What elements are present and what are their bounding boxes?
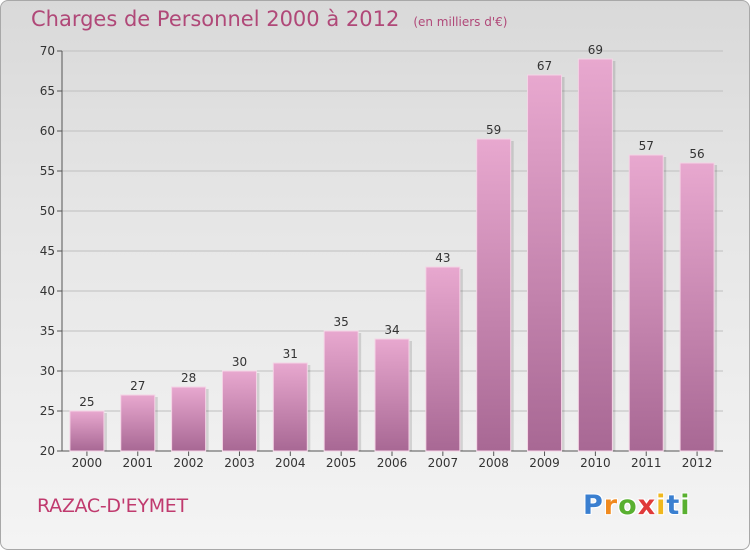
y-tick-label: 65 (40, 84, 55, 98)
x-tick-label: 2011 (631, 456, 662, 470)
value-label: 25 (79, 395, 94, 409)
x-tick-label: 2006 (377, 456, 408, 470)
chart-title-block: Charges de Personnel 2000 à 2012 (en mill… (31, 7, 507, 31)
logo-letter: o (618, 490, 638, 521)
bar-2007 (425, 266, 461, 452)
y-tick-label: 25 (40, 404, 55, 418)
x-tick-label: 2010 (580, 456, 611, 470)
x-tick-label: 2012 (682, 456, 713, 470)
logo-letter: i (656, 490, 667, 521)
x-tick-label: 2003 (224, 456, 255, 470)
bar-layer (69, 58, 718, 452)
y-tick-label: 55 (40, 164, 55, 178)
logo-letter: P (583, 490, 604, 521)
chart-subtitle: (en milliers d'€) (413, 15, 508, 29)
label-layer: 25 27 28 30 31 35 34 43 59 67 69 57 56 (79, 43, 704, 409)
bar-2000 (69, 410, 105, 452)
y-tick-label: 30 (40, 364, 55, 378)
bar-2012 (679, 162, 715, 452)
x-tick-label: 2004 (275, 456, 306, 470)
x-tick-label: 2000 (72, 456, 103, 470)
value-label: 31 (283, 347, 298, 361)
x-tick-label: 2001 (122, 456, 153, 470)
x-tick-label: 2009 (529, 456, 560, 470)
chart-title: Charges de Personnel 2000 à 2012 (31, 7, 400, 31)
value-label: 27 (130, 379, 145, 393)
bar-2011 (628, 154, 664, 452)
value-label: 67 (537, 59, 552, 73)
y-tick-label: 45 (40, 244, 55, 258)
value-label: 43 (435, 251, 450, 265)
bar-2005 (323, 330, 359, 452)
value-label: 59 (486, 123, 501, 137)
x-tick-label: 2002 (173, 456, 204, 470)
logo-letter: t (666, 490, 681, 521)
logo-letter: x (637, 490, 657, 521)
proxiti-logo: Proxiti (583, 490, 691, 521)
bar-2008 (476, 138, 512, 452)
bar-2001 (120, 394, 156, 452)
y-tick-label: 35 (40, 324, 55, 338)
bar-2004 (272, 362, 308, 452)
value-label: 30 (232, 355, 247, 369)
value-label: 35 (334, 315, 349, 329)
x-tick-label: 2008 (478, 456, 509, 470)
value-label: 57 (639, 139, 654, 153)
bar-2006 (374, 338, 410, 452)
logo-letter: i (680, 490, 691, 521)
y-tick-label: 20 (40, 444, 55, 458)
x-tick-label: 2007 (428, 456, 459, 470)
bar-2002 (171, 386, 207, 452)
place-name: RAZAC-D'EYMET (37, 495, 188, 517)
value-label: 28 (181, 371, 196, 385)
value-label: 56 (689, 147, 704, 161)
y-tick-label: 70 (40, 44, 55, 58)
value-label: 69 (588, 43, 603, 57)
bar-2010 (577, 58, 613, 452)
bar-2003 (221, 370, 257, 452)
y-tick-label: 60 (40, 124, 55, 138)
logo-letter: r (603, 490, 619, 521)
bar-2009 (527, 74, 563, 452)
y-tick-label: 50 (40, 204, 55, 218)
value-label: 34 (384, 323, 399, 337)
x-tick-label: 2005 (326, 456, 357, 470)
y-tick-label: 40 (40, 284, 55, 298)
